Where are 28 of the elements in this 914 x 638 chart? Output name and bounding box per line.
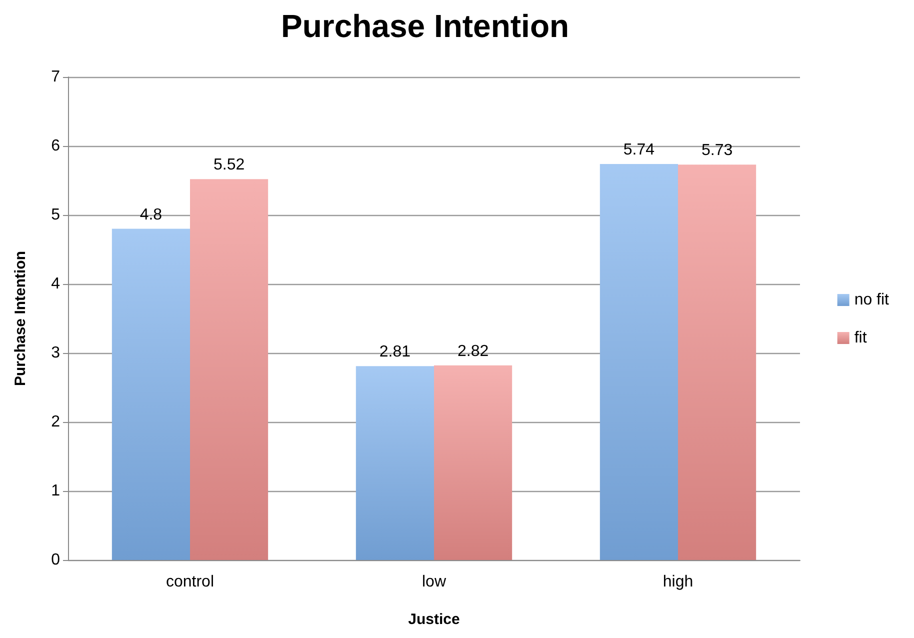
data-label: 5.52 xyxy=(213,156,245,174)
y-tick-label: 5 xyxy=(51,206,60,224)
y-tick-label: 6 xyxy=(51,138,60,154)
y-axis-title: Purchase Intention xyxy=(12,250,29,386)
chart-title: Purchase Intention xyxy=(280,8,570,44)
x-axis-title: Justice xyxy=(408,611,460,628)
legend-label: fit xyxy=(854,330,868,346)
legend-label: no fit xyxy=(854,292,890,308)
x-tick-label: control xyxy=(166,574,214,590)
bar xyxy=(678,164,756,560)
data-label: 2.82 xyxy=(457,342,489,360)
bar xyxy=(190,179,268,560)
bar xyxy=(356,366,434,560)
y-tick-label: 1 xyxy=(51,482,60,500)
y-tick-label: 0 xyxy=(51,552,60,568)
bar xyxy=(112,228,190,560)
data-label: 5.74 xyxy=(623,141,655,158)
data-label: 5.73 xyxy=(701,142,733,160)
y-tick-label: 4 xyxy=(51,276,60,292)
data-label: 4.8 xyxy=(140,206,162,224)
x-tick-label: high xyxy=(662,574,694,590)
y-tick-label: 2 xyxy=(51,414,60,430)
bar xyxy=(600,164,678,560)
y-tick-label: 7 xyxy=(51,68,60,86)
x-tick-label: low xyxy=(422,574,446,590)
bar xyxy=(434,365,512,560)
data-label: 2.81 xyxy=(379,344,411,361)
y-tick-label: 3 xyxy=(51,344,60,362)
